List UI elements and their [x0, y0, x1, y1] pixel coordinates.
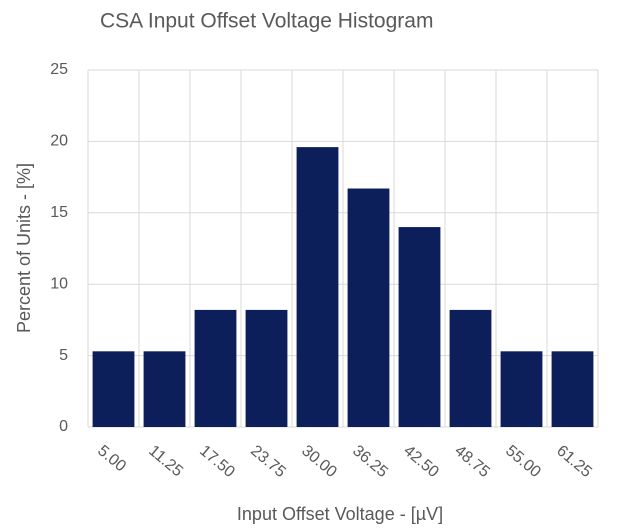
x-tick-label: 55.00	[502, 442, 544, 481]
x-tick-label: 23.75	[247, 442, 289, 481]
chart-title: CSA Input Offset Voltage Histogram	[100, 10, 433, 33]
x-tick-label: 11.25	[145, 442, 186, 480]
bar	[398, 227, 441, 427]
x-tick-label: 17.50	[196, 442, 238, 481]
x-tick-label: 36.25	[349, 442, 391, 481]
bar	[296, 147, 339, 427]
bar	[551, 351, 594, 427]
bar	[143, 351, 186, 427]
x-tick-label: 48.75	[451, 442, 493, 481]
bar	[92, 351, 135, 427]
bar	[194, 309, 237, 427]
bar	[245, 309, 288, 427]
y-tick-label: 5	[59, 347, 68, 364]
y-tick-label: 20	[50, 133, 68, 150]
y-tick-label: 15	[50, 204, 68, 221]
bar	[347, 188, 390, 427]
y-tick-label: 25	[50, 61, 68, 78]
x-axis-title: Input Offset Voltage - [µV]	[237, 504, 443, 524]
bar	[449, 309, 492, 427]
x-tick-label: 42.50	[400, 442, 442, 481]
x-tick-label: 61.25	[553, 442, 595, 481]
y-axis-title: Percent of Units - [%]	[14, 163, 34, 333]
y-tick-label: 10	[50, 275, 68, 292]
bar	[500, 351, 543, 427]
y-tick-label: 0	[59, 418, 68, 435]
x-tick-label: 30.00	[298, 442, 340, 481]
x-tick-label: 5.00	[94, 442, 129, 475]
